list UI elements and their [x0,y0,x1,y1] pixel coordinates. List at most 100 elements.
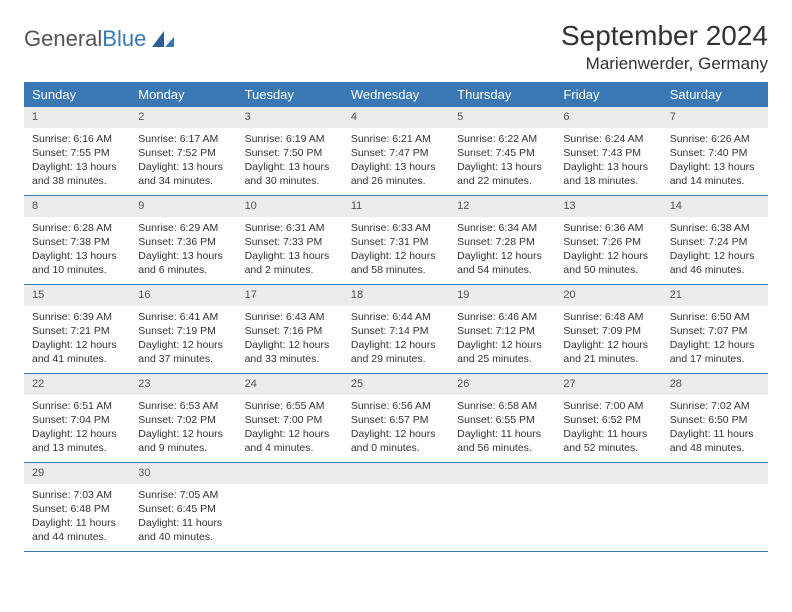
week-row: 15Sunrise: 6:39 AMSunset: 7:21 PMDayligh… [24,285,768,374]
day-number: 11 [343,196,449,217]
sunset-text: Sunset: 7:09 PM [563,324,653,338]
calendar-cell: 4Sunrise: 6:21 AMSunset: 7:47 PMDaylight… [343,107,449,195]
daylight-text: Daylight: 12 hours [138,427,228,441]
sunset-text: Sunset: 6:50 PM [670,413,760,427]
sunset-text: Sunset: 7:50 PM [245,146,335,160]
calendar-cell: 7Sunrise: 6:26 AMSunset: 7:40 PMDaylight… [662,107,768,195]
cell-body: Sunrise: 6:24 AMSunset: 7:43 PMDaylight:… [555,128,661,195]
cell-body: Sunrise: 7:05 AMSunset: 6:45 PMDaylight:… [130,484,236,551]
sunrise-text: Sunrise: 6:46 AM [457,310,547,324]
daylight-text: Daylight: 13 hours [457,160,547,174]
calendar-cell: 9Sunrise: 6:29 AMSunset: 7:36 PMDaylight… [130,196,236,284]
sunset-text: Sunset: 7:19 PM [138,324,228,338]
sunset-text: Sunset: 7:21 PM [32,324,122,338]
sunrise-text: Sunrise: 6:31 AM [245,221,335,235]
daylight-text: Daylight: 12 hours [351,427,441,441]
cell-body: Sunrise: 6:39 AMSunset: 7:21 PMDaylight:… [24,306,130,373]
cell-body: Sunrise: 6:28 AMSunset: 7:38 PMDaylight:… [24,217,130,284]
sunrise-text: Sunrise: 6:56 AM [351,399,441,413]
cell-body: Sunrise: 6:51 AMSunset: 7:04 PMDaylight:… [24,395,130,462]
day-number: 26 [449,374,555,395]
daylight-text: and 29 minutes. [351,352,441,366]
sunrise-text: Sunrise: 6:53 AM [138,399,228,413]
day-number: 30 [130,463,236,484]
calendar-cell [555,463,661,551]
day-number: 5 [449,107,555,128]
sunset-text: Sunset: 7:24 PM [670,235,760,249]
day-number: 24 [237,374,343,395]
logo: GeneralBlue [24,20,176,52]
calendar-cell: 1Sunrise: 6:16 AMSunset: 7:55 PMDaylight… [24,107,130,195]
sunrise-text: Sunrise: 6:55 AM [245,399,335,413]
calendar-cell: 16Sunrise: 6:41 AMSunset: 7:19 PMDayligh… [130,285,236,373]
day-number: 16 [130,285,236,306]
calendar-cell: 30Sunrise: 7:05 AMSunset: 6:45 PMDayligh… [130,463,236,551]
logo-text-2: Blue [102,26,146,52]
day-header: Thursday [449,82,555,107]
daylight-text: and 18 minutes. [563,174,653,188]
daylight-text: Daylight: 13 hours [245,249,335,263]
daylight-text: and 17 minutes. [670,352,760,366]
calendar-cell: 24Sunrise: 6:55 AMSunset: 7:00 PMDayligh… [237,374,343,462]
sunrise-text: Sunrise: 6:48 AM [563,310,653,324]
daylight-text: and 46 minutes. [670,263,760,277]
sunrise-text: Sunrise: 7:02 AM [670,399,760,413]
daylight-text: Daylight: 12 hours [457,249,547,263]
day-number: 7 [662,107,768,128]
day-number: 1 [24,107,130,128]
cell-body: Sunrise: 6:58 AMSunset: 6:55 PMDaylight:… [449,395,555,462]
daylight-text: and 13 minutes. [32,441,122,455]
cell-body: Sunrise: 6:55 AMSunset: 7:00 PMDaylight:… [237,395,343,462]
day-header: Sunday [24,82,130,107]
daylight-text: and 50 minutes. [563,263,653,277]
daylight-text: and 2 minutes. [245,263,335,277]
cell-body: Sunrise: 6:56 AMSunset: 6:57 PMDaylight:… [343,395,449,462]
day-number: 27 [555,374,661,395]
day-header: Monday [130,82,236,107]
day-number: 29 [24,463,130,484]
cell-body: Sunrise: 6:48 AMSunset: 7:09 PMDaylight:… [555,306,661,373]
calendar-cell: 21Sunrise: 6:50 AMSunset: 7:07 PMDayligh… [662,285,768,373]
calendar-cell: 28Sunrise: 7:02 AMSunset: 6:50 PMDayligh… [662,374,768,462]
sunset-text: Sunset: 7:31 PM [351,235,441,249]
calendar: Sunday Monday Tuesday Wednesday Thursday… [24,82,768,552]
daylight-text: Daylight: 13 hours [32,160,122,174]
week-row: 22Sunrise: 6:51 AMSunset: 7:04 PMDayligh… [24,374,768,463]
day-number [343,463,449,484]
day-header: Saturday [662,82,768,107]
cell-body: Sunrise: 6:38 AMSunset: 7:24 PMDaylight:… [662,217,768,284]
day-number: 21 [662,285,768,306]
daylight-text: Daylight: 13 hours [138,160,228,174]
week-row: 8Sunrise: 6:28 AMSunset: 7:38 PMDaylight… [24,196,768,285]
sunrise-text: Sunrise: 6:26 AM [670,132,760,146]
daylight-text: and 37 minutes. [138,352,228,366]
calendar-cell: 27Sunrise: 7:00 AMSunset: 6:52 PMDayligh… [555,374,661,462]
daylight-text: Daylight: 12 hours [563,338,653,352]
sunset-text: Sunset: 7:28 PM [457,235,547,249]
day-number: 12 [449,196,555,217]
sunset-text: Sunset: 7:43 PM [563,146,653,160]
cell-body: Sunrise: 6:46 AMSunset: 7:12 PMDaylight:… [449,306,555,373]
daylight-text: Daylight: 12 hours [32,427,122,441]
sunset-text: Sunset: 7:04 PM [32,413,122,427]
cell-body: Sunrise: 6:31 AMSunset: 7:33 PMDaylight:… [237,217,343,284]
calendar-cell: 6Sunrise: 6:24 AMSunset: 7:43 PMDaylight… [555,107,661,195]
cell-body: Sunrise: 7:02 AMSunset: 6:50 PMDaylight:… [662,395,768,462]
calendar-cell [343,463,449,551]
calendar-cell: 5Sunrise: 6:22 AMSunset: 7:45 PMDaylight… [449,107,555,195]
cell-body: Sunrise: 6:33 AMSunset: 7:31 PMDaylight:… [343,217,449,284]
daylight-text: and 34 minutes. [138,174,228,188]
calendar-cell [449,463,555,551]
daylight-text: and 9 minutes. [138,441,228,455]
day-number: 14 [662,196,768,217]
day-number: 3 [237,107,343,128]
daylight-text: Daylight: 13 hours [670,160,760,174]
calendar-cell: 25Sunrise: 6:56 AMSunset: 6:57 PMDayligh… [343,374,449,462]
cell-body [555,484,661,494]
calendar-cell: 14Sunrise: 6:38 AMSunset: 7:24 PMDayligh… [662,196,768,284]
calendar-cell: 29Sunrise: 7:03 AMSunset: 6:48 PMDayligh… [24,463,130,551]
cell-body: Sunrise: 6:41 AMSunset: 7:19 PMDaylight:… [130,306,236,373]
daylight-text: Daylight: 11 hours [138,516,228,530]
calendar-cell: 8Sunrise: 6:28 AMSunset: 7:38 PMDaylight… [24,196,130,284]
day-number [449,463,555,484]
